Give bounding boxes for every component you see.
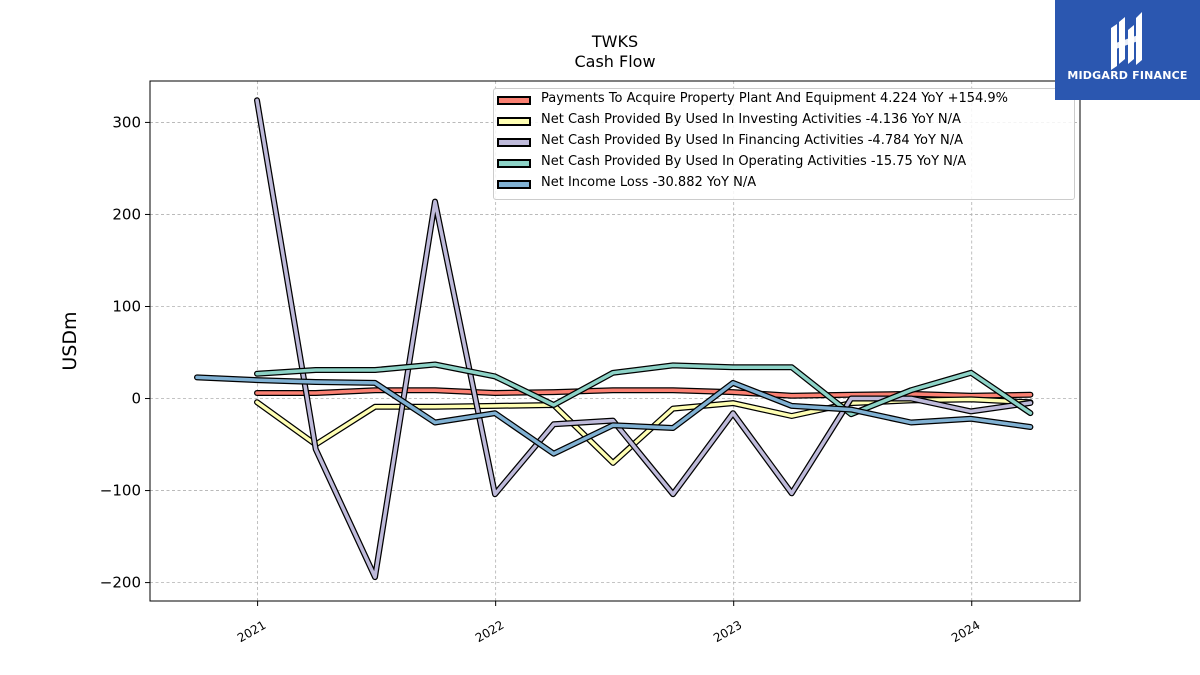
brand-logo: MIDGARD FINANCE [1055,0,1200,100]
legend-label: Net Income Loss -30.882 YoY N/A [541,175,757,190]
series-lines [194,97,1034,581]
y-tick-label: −200 [100,574,141,592]
legend-swatch [497,117,531,126]
chart-subtitle: Cash Flow [574,52,655,71]
x-tick-label: 2021 [235,618,268,645]
legend-item: Net Cash Provided By Used In Financing A… [494,133,1074,155]
y-tick-label: 300 [112,113,141,131]
x-axis: 2021 2022 2023 2024 [235,601,982,645]
series-line [254,97,1034,581]
plot-frame [149,80,1081,602]
series-line-stroke [255,98,1033,579]
series-line [254,396,1034,466]
legend-swatch [497,138,531,147]
legend-label: Net Cash Provided By Used In Investing A… [541,112,961,127]
y-tick-label: 200 [112,205,141,223]
series-line [254,361,1034,418]
y-axis-label: USDm [59,311,81,370]
y-tick-label: 0 [131,390,141,408]
legend-swatch [497,96,531,105]
legend-item: Payments To Acquire Property Plant And E… [494,91,1074,113]
series-line-stroke [255,362,1033,416]
legend-item: Net Cash Provided By Used In Operating A… [494,154,1074,176]
y-axis: 300 200 100 0 −100 −200 [100,113,150,592]
x-tick-label: 2024 [949,618,982,645]
brand-name: MIDGARD FINANCE [1067,69,1188,82]
chart-title: TWKS [591,32,638,51]
series-line [194,374,1034,457]
legend-label: Payments To Acquire Property Plant And E… [541,91,1009,106]
logo-mark-icon [1111,12,1142,70]
y-tick-label: 100 [112,297,141,315]
legend-swatch [497,159,531,168]
legend-item: Net Cash Provided By Used In Investing A… [494,112,1074,134]
legend-label: Net Cash Provided By Used In Operating A… [541,154,967,169]
legend-item: Net Income Loss -30.882 YoY N/A [494,175,1074,197]
x-tick-label: 2022 [473,618,506,645]
y-tick-label: −100 [100,482,141,500]
legend-swatch [497,180,531,189]
x-tick-label: 2023 [711,618,744,645]
legend-label: Net Cash Provided By Used In Financing A… [541,133,964,148]
series-line-stroke [195,375,1033,456]
chart-legend: Payments To Acquire Property Plant And E… [493,88,1075,200]
